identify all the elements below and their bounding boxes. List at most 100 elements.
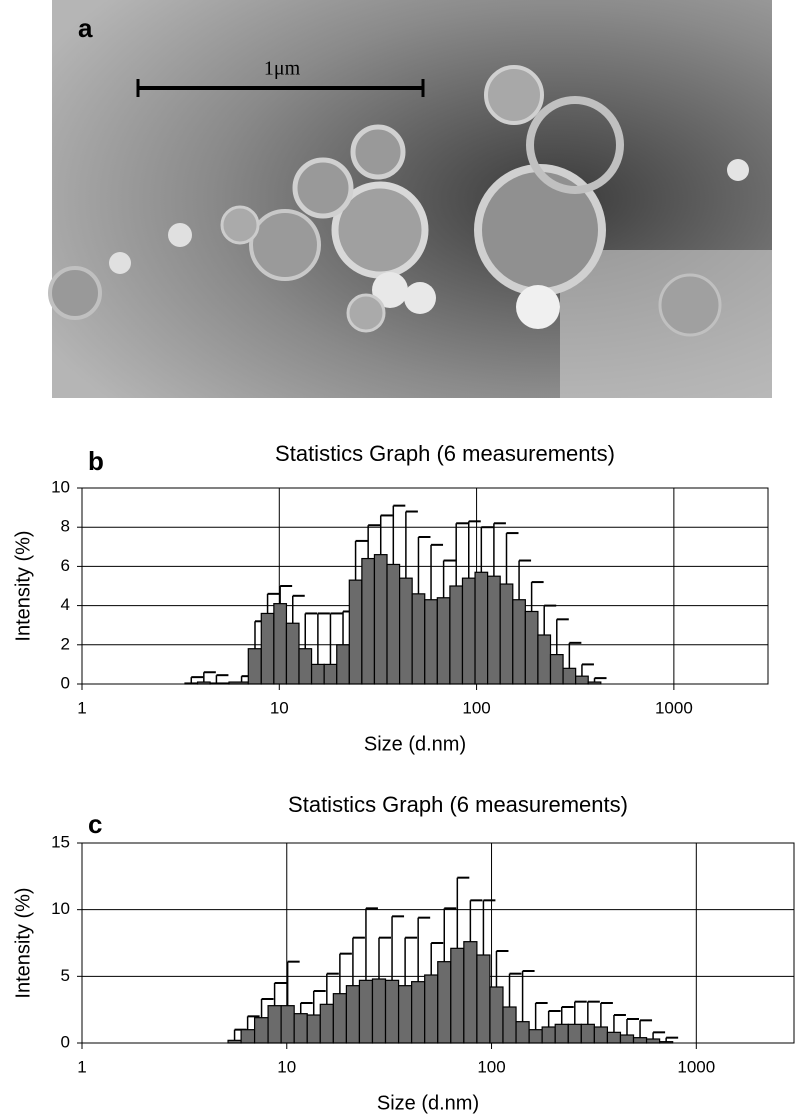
error-bar: [482, 899, 496, 955]
error-bar: [329, 612, 343, 665]
error-bar: [190, 676, 204, 684]
panel-label: b: [88, 446, 104, 476]
bar: [645, 1038, 661, 1044]
x-axis-label: Size (d.nm): [377, 1092, 479, 1114]
chart-title: Statistics Graph (6 measurements): [288, 792, 628, 817]
bar: [285, 622, 300, 685]
bar: [240, 1029, 256, 1044]
bar: [487, 575, 501, 685]
panel-label: c: [88, 809, 102, 839]
y-tick-label: 5: [61, 966, 70, 985]
bar: [449, 585, 464, 685]
bar: [371, 978, 387, 1044]
bar: [228, 681, 249, 685]
bar: [336, 644, 350, 685]
bar: [436, 597, 451, 685]
y-tick-label: 4: [61, 595, 70, 614]
error-bar: [392, 504, 406, 565]
error-bar: [246, 1015, 260, 1030]
error-bar: [665, 1036, 679, 1042]
bar: [512, 599, 526, 685]
bar: [549, 653, 564, 685]
bar: [524, 610, 539, 685]
error-bar: [493, 522, 506, 577]
x-axis-label: Size (d.nm): [364, 733, 466, 755]
error-bar: [405, 510, 418, 579]
error-bar: [317, 612, 330, 665]
error-bar: [291, 594, 305, 624]
bar: [345, 985, 361, 1044]
bar: [184, 682, 199, 685]
error-bar: [260, 998, 274, 1018]
bar: [373, 554, 388, 685]
error-bar: [326, 972, 339, 1005]
error-bar: [443, 907, 457, 962]
y-tick-label: 15: [51, 832, 70, 851]
error-bar: [480, 526, 494, 573]
error-bar: [652, 1031, 666, 1039]
bar: [528, 1029, 543, 1044]
micrograph: 1μm a: [48, 0, 772, 398]
bar: [437, 961, 452, 1044]
error-bar: [378, 936, 391, 979]
error-bar: [560, 1006, 574, 1025]
bar: [554, 1023, 569, 1044]
bar: [398, 577, 413, 685]
error-bar: [543, 604, 557, 635]
bar: [293, 1013, 308, 1044]
error-bar: [556, 618, 569, 655]
error-bar: [530, 581, 544, 612]
bar: [361, 557, 376, 685]
bar: [567, 1023, 582, 1044]
bar: [587, 681, 602, 685]
bar: [474, 571, 489, 685]
y-tick-label: 6: [61, 556, 70, 575]
error-bar: [534, 1002, 548, 1030]
bar: [310, 663, 325, 685]
error-bar: [354, 539, 368, 581]
bar: [319, 1003, 334, 1044]
error-bar: [339, 952, 352, 994]
bar: [580, 1023, 595, 1044]
bar: [499, 583, 514, 685]
bar: [562, 667, 577, 685]
error-bar: [304, 612, 318, 649]
error-bar: [581, 663, 594, 677]
bar: [606, 1031, 622, 1044]
bar: [575, 675, 589, 685]
bar: [424, 599, 438, 685]
error-bar: [639, 1019, 653, 1038]
bar: [306, 1014, 321, 1044]
y-tick-label: 10: [51, 477, 70, 496]
error-bar: [417, 536, 431, 594]
chart-title: Statistics Graph (6 measurements): [275, 441, 615, 466]
bar: [323, 663, 338, 685]
x-tick-label: 1: [77, 1057, 86, 1076]
scale-bar-label: 1μm: [264, 58, 301, 80]
error-bar: [299, 1002, 313, 1014]
bar: [515, 1021, 530, 1044]
panel-label: a: [78, 13, 93, 43]
bar: [424, 974, 439, 1044]
error-bar: [365, 907, 378, 981]
x-tick-label: 1: [77, 698, 86, 717]
error-bar: [587, 1000, 600, 1025]
error-bar: [430, 942, 444, 975]
bar: [209, 682, 230, 685]
y-tick-label: 2: [61, 634, 70, 653]
error-bar: [273, 982, 287, 1006]
bar: [632, 1037, 648, 1044]
error-bar: [613, 1014, 626, 1033]
error-bar: [430, 543, 444, 600]
error-bar: [468, 520, 481, 579]
error-bar: [505, 532, 519, 585]
bar: [267, 1005, 282, 1044]
bar: [463, 941, 478, 1044]
bar: [461, 577, 476, 685]
bar: [386, 563, 401, 685]
error-bar: [203, 671, 216, 683]
error-bar: [574, 1000, 587, 1025]
error-bar: [593, 677, 607, 683]
bar: [196, 681, 211, 685]
error-bar: [518, 559, 532, 600]
